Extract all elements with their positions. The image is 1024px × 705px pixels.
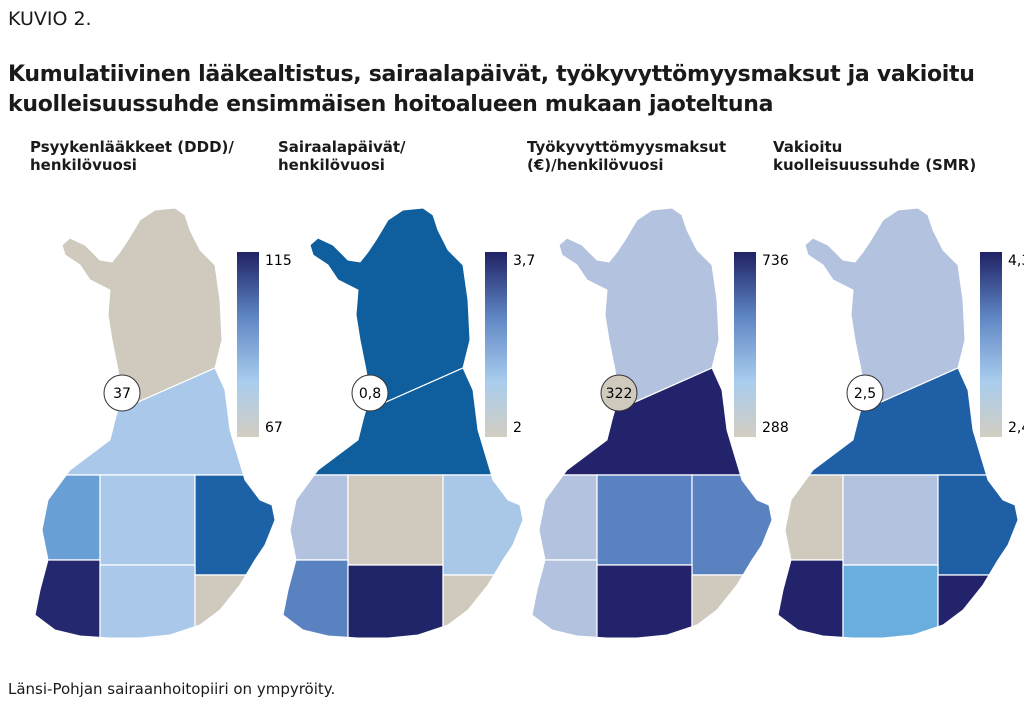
region xyxy=(194,574,275,638)
legend-max: 736 xyxy=(762,253,789,269)
legend-max: 115 xyxy=(265,253,292,269)
footnote: Länsi-Pohjan sairaanhoitopiiri on ympyrö… xyxy=(8,680,336,698)
region xyxy=(778,474,844,561)
legend-bar xyxy=(485,252,507,437)
region xyxy=(937,474,1018,576)
highlight-circle xyxy=(103,374,141,412)
legend-min: 288 xyxy=(762,420,789,436)
legend-min: 2,4 xyxy=(1008,420,1024,436)
legend-min: 67 xyxy=(265,420,283,436)
legend-bar xyxy=(980,252,1002,437)
highlight-circle xyxy=(846,374,884,412)
region xyxy=(442,574,523,638)
map-title-box: Psyykenlääkkeet (DDD)/ henkilövuosi xyxy=(30,138,234,174)
region xyxy=(35,474,101,561)
title: Kumulatiivinen lääkealtistus, sairaalapä… xyxy=(8,62,975,117)
map: Työkyvyttömyysmaksut (€)/henkilövuosi 736… xyxy=(527,138,789,639)
region xyxy=(596,564,693,638)
map: Psyykenlääkkeet (DDD)/ henkilövuosi 115 67… xyxy=(30,138,292,639)
highlight-value: 2,5 xyxy=(854,386,876,402)
legend-bar xyxy=(237,252,259,437)
map-title: Psyykenlääkkeet (DDD)/ henkilövuosi xyxy=(30,138,234,174)
legend-min: 2 xyxy=(513,420,522,436)
map: Sairaalapäivät/ henkilövuosi 3,7 2 0,8 xyxy=(278,138,535,639)
region xyxy=(691,574,772,638)
map: Vakioitu kuolleisuussuhde (SMR) 4,3 2,4 2,5 xyxy=(773,138,1024,639)
highlight-circle xyxy=(351,374,389,412)
region xyxy=(99,474,196,566)
highlight-value: 0,8 xyxy=(359,386,381,402)
map-title-box: Työkyvyttömyysmaksut (€)/henkilövuosi xyxy=(527,138,727,174)
region xyxy=(347,564,444,638)
region xyxy=(842,474,939,566)
map-title: Vakioitu kuolleisuussuhde (SMR) xyxy=(773,138,977,174)
region xyxy=(347,474,444,566)
region xyxy=(442,474,523,576)
region xyxy=(283,474,349,561)
map-title-box: Vakioitu kuolleisuussuhde (SMR) xyxy=(773,138,977,174)
highlight-circle xyxy=(600,374,638,412)
kicker: KUVIO 2. xyxy=(8,8,92,30)
highlight-value: 37 xyxy=(113,386,131,402)
region xyxy=(532,474,598,561)
map-title-box: Sairaalapäivät/ henkilövuosi xyxy=(278,138,406,174)
region xyxy=(937,574,1018,638)
region xyxy=(99,564,196,638)
region xyxy=(194,474,275,576)
map-title: Työkyvyttömyysmaksut (€)/henkilövuosi xyxy=(527,138,727,174)
map-title: Sairaalapäivät/ henkilövuosi xyxy=(278,138,406,174)
region xyxy=(596,474,693,566)
region xyxy=(691,474,772,576)
legend-max: 3,7 xyxy=(513,253,535,269)
legend-max: 4,3 xyxy=(1008,253,1024,269)
legend-bar xyxy=(734,252,756,437)
highlight-value: 322 xyxy=(606,386,633,402)
region xyxy=(842,564,939,638)
